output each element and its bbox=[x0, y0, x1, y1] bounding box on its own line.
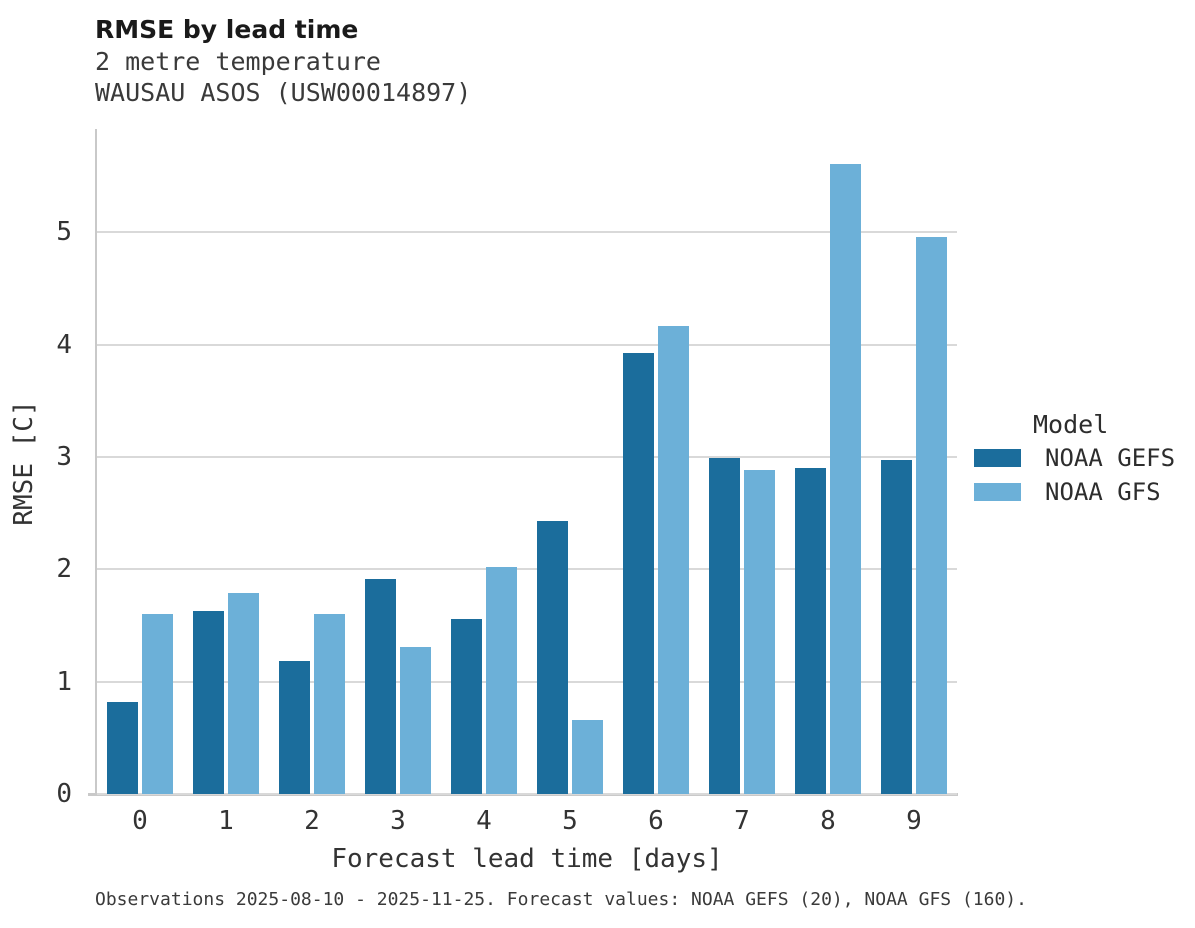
bar-noaa-gfs-lead-6 bbox=[658, 325, 689, 794]
bar-noaa-gefs-lead-0 bbox=[107, 701, 138, 794]
x-tick-label-6: 6 bbox=[648, 806, 664, 836]
bar-noaa-gfs-lead-5 bbox=[572, 719, 603, 794]
y-axis-spine bbox=[95, 129, 97, 794]
legend-label: NOAA GFS bbox=[1045, 478, 1161, 506]
gridline-y3 bbox=[97, 455, 957, 458]
bar-noaa-gfs-lead-0 bbox=[142, 614, 173, 794]
bar-noaa-gefs-lead-6 bbox=[623, 352, 654, 794]
x-tick-label-4: 4 bbox=[476, 806, 492, 836]
bar-group-lead-5 bbox=[527, 130, 613, 794]
gridline-y5 bbox=[97, 231, 957, 234]
bar-group-lead-2 bbox=[269, 130, 355, 794]
y-tick-label-5: 5 bbox=[56, 217, 72, 248]
y-axis-tick-labels: 0 1 2 3 4 5 bbox=[20, 130, 72, 809]
bar-group-lead-0 bbox=[97, 130, 183, 794]
bar-noaa-gefs-lead-9 bbox=[881, 460, 912, 794]
bar-group-lead-6 bbox=[613, 130, 699, 794]
legend-swatch-noaa-gfs bbox=[974, 483, 1021, 501]
bar-noaa-gefs-lead-5 bbox=[537, 521, 568, 794]
y-tick-label-2: 2 bbox=[56, 554, 72, 585]
bar-noaa-gefs-lead-1 bbox=[193, 610, 224, 794]
bar-noaa-gefs-lead-3 bbox=[365, 579, 396, 794]
bar-noaa-gefs-lead-4 bbox=[451, 618, 482, 794]
legend-title: Model bbox=[1033, 410, 1109, 439]
chart-title: RMSE by lead time bbox=[95, 15, 359, 44]
y-tick-label-4: 4 bbox=[56, 329, 72, 360]
x-axis-tick-labels: 0 1 2 3 4 5 6 7 8 9 bbox=[97, 806, 957, 836]
bar-noaa-gfs-lead-4 bbox=[486, 567, 517, 794]
x-tick-label-7: 7 bbox=[734, 806, 750, 836]
chart-subtitle-variable: 2 metre temperature bbox=[95, 47, 381, 76]
x-tick-label-0: 0 bbox=[132, 806, 148, 836]
bar-noaa-gfs-lead-9 bbox=[916, 236, 947, 794]
bar-noaa-gefs-lead-2 bbox=[279, 661, 310, 794]
bar-noaa-gfs-lead-7 bbox=[744, 470, 775, 794]
gridline-y2 bbox=[97, 568, 957, 571]
gridline-y0 bbox=[97, 793, 957, 795]
bar-noaa-gfs-lead-8 bbox=[830, 163, 861, 794]
plot-area bbox=[97, 130, 957, 795]
title-block: RMSE by lead time 2 metre temperature WA… bbox=[95, 14, 471, 108]
legend-entry-noaa-gefs: NOAA GEFS bbox=[974, 444, 1175, 472]
y-tick-label-1: 1 bbox=[56, 666, 72, 697]
x-tick-label-2: 2 bbox=[304, 806, 320, 836]
x-tick-label-5: 5 bbox=[562, 806, 578, 836]
x-tick-label-3: 3 bbox=[390, 806, 406, 836]
legend-label: NOAA GEFS bbox=[1045, 444, 1176, 472]
bar-group-lead-4 bbox=[441, 130, 527, 794]
x-tick-label-9: 9 bbox=[906, 806, 922, 836]
y-axis-title: RMSE [C] bbox=[9, 400, 39, 526]
y-tick-label-3: 3 bbox=[56, 441, 72, 472]
y-tick-label-0: 0 bbox=[56, 779, 72, 809]
x-tick-label-1: 1 bbox=[218, 806, 234, 836]
bar-group-lead-9 bbox=[871, 130, 957, 794]
bar-noaa-gfs-lead-2 bbox=[314, 614, 345, 794]
bar-noaa-gefs-lead-7 bbox=[709, 458, 740, 794]
legend-swatch-noaa-gefs bbox=[974, 449, 1021, 467]
bar-group-lead-1 bbox=[183, 130, 269, 794]
bar-noaa-gefs-lead-8 bbox=[795, 468, 826, 794]
chart-subtitle-station: WAUSAU ASOS (USW00014897) bbox=[95, 78, 472, 107]
x-tick-label-8: 8 bbox=[820, 806, 836, 836]
gridline-y1 bbox=[97, 680, 957, 683]
bar-group-lead-7 bbox=[699, 130, 785, 794]
bars-container bbox=[97, 130, 957, 794]
bar-group-lead-8 bbox=[785, 130, 871, 794]
bar-noaa-gfs-lead-1 bbox=[228, 592, 259, 794]
legend-entry-noaa-gfs: NOAA GFS bbox=[974, 478, 1175, 506]
x-axis-title: Forecast lead time [days] bbox=[331, 844, 723, 874]
bar-group-lead-3 bbox=[355, 130, 441, 794]
bar-noaa-gfs-lead-3 bbox=[400, 646, 431, 794]
caption: Observations 2025-08-10 - 2025-11-25. Fo… bbox=[95, 889, 1027, 910]
gridline-y4 bbox=[97, 343, 957, 346]
legend: Model NOAA GEFS NOAA GFS bbox=[974, 410, 1175, 517]
